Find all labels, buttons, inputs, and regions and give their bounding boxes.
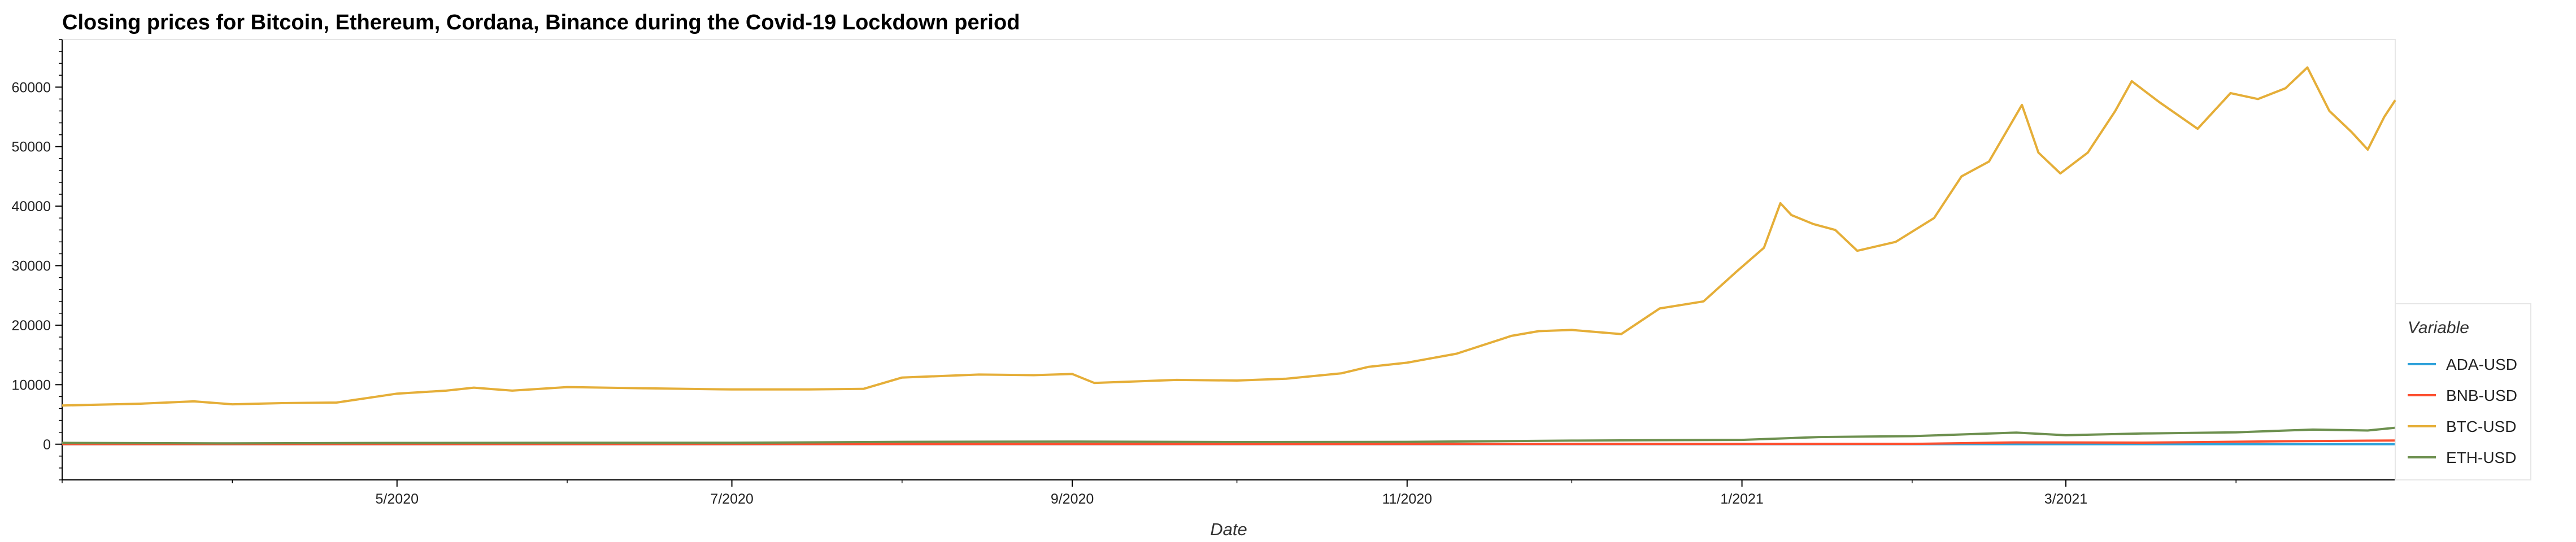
x-tick-label: 1/2021 <box>1720 491 1763 507</box>
series-line-bnb-usd <box>62 439 2396 445</box>
legend-box <box>2395 303 2531 480</box>
x-tick-label: 9/2020 <box>1051 491 1094 507</box>
legend-label-bnb-usd: BNB-USD <box>2446 387 2517 404</box>
y-tick-label: 10000 <box>11 377 51 393</box>
x-axis: 5/2020 7/2020 9/2020 11/2020 1/2021 3/2021 <box>62 479 2395 507</box>
legend-label-eth-usd: ETH-USD <box>2446 449 2516 466</box>
series-group <box>62 66 2396 445</box>
legend-label-ada-usd: ADA-USD <box>2446 356 2517 373</box>
y-tick-label: 20000 <box>11 318 51 334</box>
y-tick-label: 60000 <box>11 80 51 95</box>
legend: Variable ADA-USD BNB-USD BTC-USD ETH-USD <box>2395 303 2531 480</box>
y-tick-label: 40000 <box>11 199 51 215</box>
y-tick-label: 0 <box>43 437 51 453</box>
y-axis: 0 10000 20000 30000 40000 50000 60000 <box>11 39 63 480</box>
y-tick-label: 30000 <box>11 259 51 274</box>
x-tick-label: 7/2020 <box>710 491 753 507</box>
y-tick-label: 50000 <box>11 139 51 155</box>
x-tick-label: 11/2020 <box>1382 491 1433 507</box>
series-line-btc-usd <box>62 66 2396 407</box>
x-tick-label: 5/2020 <box>376 491 419 507</box>
legend-title: Variable <box>2408 318 2469 337</box>
series-line-eth-usd <box>62 426 2396 445</box>
x-axis-label: Date <box>1210 519 1247 539</box>
plot-area <box>62 39 2396 480</box>
legend-label-btc-usd: BTC-USD <box>2446 418 2516 435</box>
plot-frame <box>62 39 2396 480</box>
x-tick-label: 3/2021 <box>2044 491 2087 507</box>
chart-title: Closing prices for Bitcoin, Ethereum, Co… <box>62 11 1020 34</box>
